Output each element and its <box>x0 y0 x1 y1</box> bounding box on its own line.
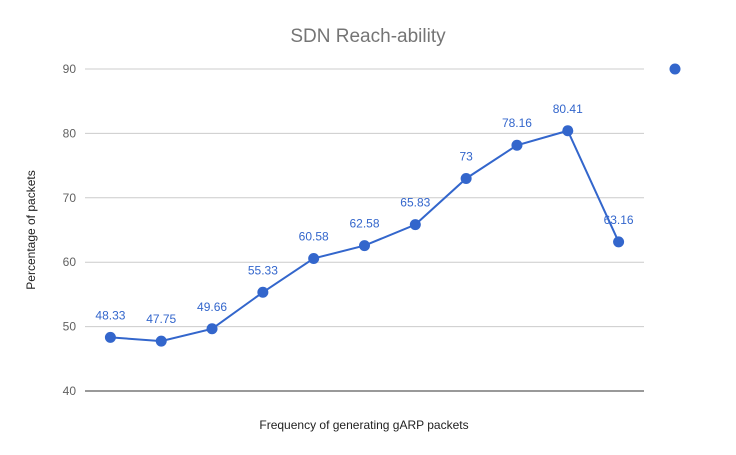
chart-title: SDN Reach-ability <box>290 26 446 47</box>
data-label: 65.83 <box>400 196 430 210</box>
data-label: 49.66 <box>197 300 227 314</box>
data-point <box>511 139 523 151</box>
y-tick-label: 70 <box>63 191 77 205</box>
data-label: 63.16 <box>604 213 634 227</box>
x-axis-title: Frequency of generating gARP packets <box>259 418 468 432</box>
data-point <box>206 323 218 335</box>
y-axis-title: Percentage of packets <box>24 170 38 289</box>
legend <box>669 63 681 75</box>
data-label: 78.16 <box>502 116 532 130</box>
series: 48.33 47.75 49.66 55.33 60.58 62.58 65.83 73 78.… <box>95 102 634 347</box>
data-point <box>308 252 320 264</box>
series-line <box>110 129 620 343</box>
data-label: 80.41 <box>553 102 583 116</box>
data-point <box>409 219 421 231</box>
data-point <box>562 125 574 137</box>
y-tick-label: 60 <box>63 255 77 269</box>
data-point <box>359 240 370 252</box>
y-tick-label: 40 <box>63 384 77 398</box>
data-point <box>104 331 116 343</box>
data-point <box>257 286 269 298</box>
data-label: 60.58 <box>299 229 329 243</box>
data-point <box>460 172 472 184</box>
data-label: 47.75 <box>146 312 176 326</box>
data-label: 55.33 <box>248 263 278 277</box>
y-axis-ticks: 40 50 60 70 80 90 <box>63 62 77 398</box>
y-tick-label: 50 <box>63 320 77 334</box>
data-point <box>155 335 167 347</box>
gridlines <box>85 68 644 392</box>
y-tick-label: 90 <box>63 62 77 76</box>
y-tick-label: 80 <box>63 126 77 140</box>
data-point <box>613 236 625 248</box>
legend-marker <box>669 63 681 75</box>
data-label: 73 <box>459 149 473 163</box>
data-label: 62.58 <box>349 217 379 231</box>
data-label: 48.33 <box>95 308 125 322</box>
